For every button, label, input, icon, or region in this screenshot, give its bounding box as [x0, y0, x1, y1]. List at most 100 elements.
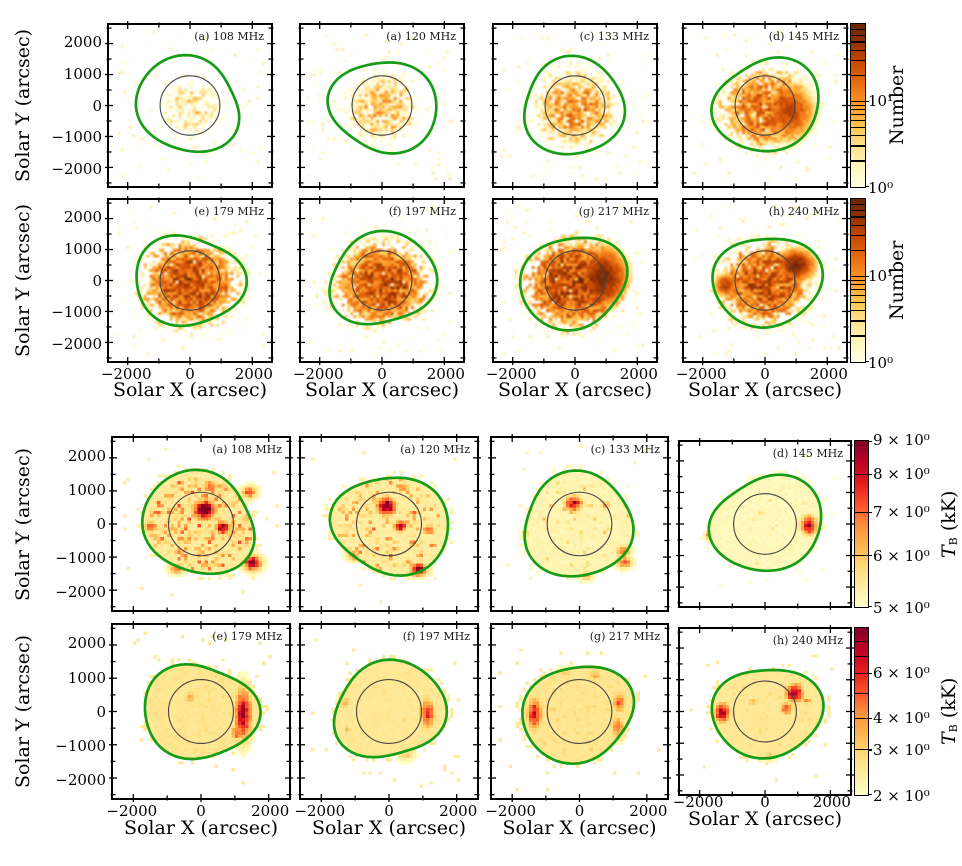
x-tick-label: 2000 [809, 365, 848, 383]
solar-disk-outline [351, 75, 413, 136]
x-axis-label: Solar X (arcsec) [123, 817, 279, 839]
colorbar-level-separator [851, 235, 865, 237]
colorbar-tick-label: 10⁰ [868, 354, 894, 372]
fov-contour [710, 668, 825, 760]
x-tick-label: 2000 [234, 365, 273, 383]
colorbar-level-separator [855, 474, 868, 476]
x-tick-label: 2000 [426, 365, 465, 383]
y-tick-label: 1000 [67, 668, 106, 687]
x-tick-label: 0 [760, 365, 770, 383]
fov-contour [328, 229, 439, 326]
colorbar-level-separator [851, 320, 865, 322]
axes-overlay [680, 21, 850, 190]
panel-label: (d) 145 MHz [772, 447, 843, 460]
x-tick-label: −2000 [485, 802, 537, 820]
colorbar [854, 627, 872, 796]
x-axis-label: Solar X (arcsec) [497, 379, 653, 401]
fov-contour [523, 469, 635, 578]
colorbar-level-separator [855, 717, 868, 719]
x-tick-label: −2000 [106, 802, 158, 820]
panel-108mhz-source-count: (a) 108 MHz [105, 21, 275, 190]
x-axis-label: Solar X (arcsec) [502, 817, 657, 839]
x-tick-label: 0 [377, 365, 387, 383]
panel-label: (a) 108 MHz [212, 443, 282, 456]
solar-disk-outline [544, 75, 606, 136]
panel-label: (f) 197 MHz [402, 630, 470, 643]
x-tick-label: 0 [570, 365, 580, 383]
y-tick-label: −2000 [51, 160, 102, 178]
x-axis-label: Solar X (arcsec) [304, 379, 460, 401]
solar-disk-outline [167, 491, 235, 557]
y-tick-label: 2000 [67, 634, 106, 653]
panel-240mhz-brightness-temperature: (h) 240 MHz [676, 625, 854, 798]
x-tick-label: 0 [760, 793, 770, 811]
colorbar-tick [868, 441, 872, 443]
panel-197mhz-brightness-temperature: (f) 197 MHz [297, 621, 481, 802]
heatmap-canvas [494, 25, 656, 186]
fov-contour [710, 56, 820, 153]
colorbar-title: TB (kK) [938, 677, 960, 746]
panel-120mhz-source-count: (a) 120 MHz [297, 21, 467, 190]
panel-label: (d) 145 MHz [768, 30, 839, 43]
colorbar [850, 198, 869, 363]
axes-overlay [488, 621, 671, 802]
colorbar-level-separator [851, 160, 865, 162]
solar-disk-outline [734, 250, 796, 311]
panel-label: (a) 108 MHz [194, 30, 264, 43]
colorbar-level-separator [851, 294, 865, 296]
colorbar [850, 23, 869, 188]
colorbar-level-separator [855, 641, 868, 643]
panel-label: (e) 179 MHz [212, 630, 282, 643]
panel-120mhz-brightness-temperature: (a) 120 MHz [297, 434, 481, 614]
fov-contour [140, 468, 256, 576]
panel-217mhz-source-count: (g) 217 MHz [490, 196, 660, 365]
panel-108mhz-brightness-temperature: (a) 108 MHz [109, 434, 293, 614]
colorbar-tick-label: 2 × 10⁰ [873, 787, 930, 805]
colorbar-tick [865, 186, 869, 188]
x-tick-label: −2000 [294, 802, 346, 820]
solar-disk-outline [159, 250, 221, 311]
panel-240mhz-source-count: (h) 240 MHz [680, 196, 850, 365]
x-tick-label: 0 [574, 802, 585, 820]
x-axis-label: Solar X (arcsec) [687, 379, 843, 401]
colorbar-level-separator [851, 224, 865, 226]
colorbar-tick-label: 6 × 10⁰ [873, 663, 930, 682]
axes-overlay [109, 434, 293, 614]
fov-contour [134, 53, 241, 154]
colorbar-tick-label: 5 × 10⁰ [873, 599, 930, 617]
colorbar [854, 440, 872, 608]
solar-disk-outline [351, 250, 413, 311]
colorbar-tick [868, 474, 872, 476]
y-tick-label: 1000 [63, 64, 102, 83]
y-tick-label: −1000 [55, 736, 106, 755]
axes-overlay [105, 196, 275, 365]
colorbar-tick [865, 100, 869, 103]
panel-label: (c) 133 MHz [590, 443, 660, 456]
panel-label: (a) 120 MHz [386, 30, 456, 43]
panel-label: (g) 217 MHz [589, 630, 660, 643]
colorbar-level-separator [855, 511, 868, 513]
x-tick-label: 0 [196, 802, 206, 820]
y-tick-label: −1000 [51, 128, 102, 147]
colorbar-tick-label: 7 × 10⁰ [873, 502, 930, 521]
colorbar-tick [865, 275, 869, 278]
x-tick-label: 0 [185, 365, 195, 383]
axes-overlay [297, 621, 481, 802]
colorbar-tick-label: 4 × 10⁰ [873, 709, 930, 728]
colorbar-level-separator [855, 655, 868, 657]
y-tick-label: −2000 [55, 770, 106, 789]
colorbar-level-separator [851, 301, 865, 303]
colorbar-level-separator [851, 209, 865, 211]
y-tick-label: −1000 [55, 548, 106, 567]
panel-133mhz-source-count: (c) 133 MHz [490, 21, 660, 190]
y-axis-label: Solar Y (arcsec) [12, 634, 34, 789]
colorbar-tick-label: 6 × 10⁰ [873, 546, 930, 565]
colorbar-level-separator [851, 279, 865, 281]
x-axis-label: Solar X (arcsec) [687, 808, 843, 830]
y-tick-label: 1000 [67, 481, 106, 500]
colorbar-level-separator [851, 104, 865, 106]
colorbar-tick-label: 10¹ [868, 92, 894, 111]
solar-disk-outline [355, 491, 423, 557]
colorbar-level-separator [855, 672, 868, 674]
colorbar-level-separator [851, 134, 865, 136]
